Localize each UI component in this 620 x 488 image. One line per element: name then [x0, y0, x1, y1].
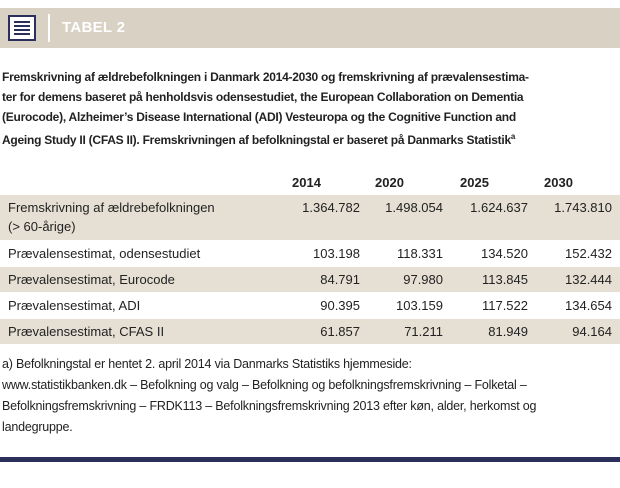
row-label: Prævalensestimat, Eurocode	[8, 270, 175, 289]
column-header: 2014	[292, 175, 321, 190]
caption-line: Ageing Study II (CFAS II). Fremskrivning…	[2, 132, 516, 147]
header-row: 2014 2020 2025 2030	[0, 170, 620, 195]
caption-line: Fremskrivning af ældrebefolkningen i Dan…	[2, 70, 529, 84]
table: 2014 2020 2025 2030 Fremskrivning af ældrebe…	[0, 170, 620, 345]
caption-line: ter for demens baseret på henholdsvis od…	[2, 90, 524, 104]
cell: 152.432	[565, 246, 612, 261]
header-bar: TABEL 2	[0, 8, 620, 48]
cell: 103.159	[396, 298, 443, 313]
cell: 103.198	[313, 246, 360, 261]
table-row: Prævalensestimat, ADI 90.395 103.159 117.52…	[0, 293, 620, 318]
table-row: Prævalensestimat, Eurocode 84.791 97.980 11…	[0, 267, 620, 292]
cell: 132.444	[565, 272, 612, 287]
cell: 1.743.810	[554, 200, 612, 215]
footnote-line: www.statistikbanken.dk – Befolkning og v…	[2, 378, 527, 392]
cell: 84.791	[320, 272, 360, 287]
table-title: TABEL 2	[62, 19, 126, 36]
column-header: 2025	[460, 175, 489, 190]
footnote-line: a) Befolkningstal er hentet 2. april 201…	[2, 357, 412, 371]
cell: 1.364.782	[302, 200, 360, 215]
bottom-rule	[0, 457, 620, 462]
cell: 71.211	[404, 324, 443, 339]
table-row: Fremskrivning af ældrebefolkningen (> 60-…	[0, 195, 620, 240]
footnote-line: Befolkningsfremskrivning – FRDK113 – Bef…	[2, 399, 537, 413]
row-label-line: (> 60-årige)	[8, 219, 76, 234]
cell: 94.164	[572, 324, 612, 339]
cell: 118.331	[396, 246, 443, 261]
cell: 81.949	[488, 324, 528, 339]
caption-line: (Eurocode), Alzheimer’s Disease Internat…	[2, 110, 516, 124]
note-mark: a	[510, 132, 516, 141]
table-row: Prævalensestimat, odensestudiet 103.198 11…	[0, 241, 620, 266]
separator	[48, 14, 50, 42]
row-label: Prævalensestimat, odensestudiet	[8, 244, 200, 263]
cell: 1.624.637	[470, 200, 528, 215]
cell: 134.520	[481, 246, 528, 261]
cell: 113.845	[481, 272, 528, 287]
row-label: Fremskrivning af ældrebefolkningen (> 60-…	[8, 198, 215, 236]
row-label-line: Prævalensestimat, ADI	[8, 298, 141, 313]
cell: 134.654	[565, 298, 612, 313]
row-label-line: Fremskrivning af ældrebefolkningen	[8, 200, 215, 215]
row-label-line: Prævalensestimat, odensestudiet	[8, 246, 201, 261]
row-label: Prævalensestimat, ADI	[8, 296, 140, 315]
table-icon	[8, 15, 36, 41]
column-header: 2030	[544, 175, 573, 190]
table-row: Prævalensestimat, CFAS II 61.857 71.211 81.…	[0, 319, 620, 344]
row-label-line: Prævalensestimat, Eurocode	[8, 272, 175, 287]
caption: Fremskrivning af ældrebefolkningen i Dan…	[2, 67, 618, 150]
row-label-line: Prævalensestimat, CFAS II	[8, 324, 165, 339]
cell: 90.395	[320, 298, 360, 313]
cell: 97.980	[403, 272, 443, 287]
cell: 61.857	[320, 324, 360, 339]
footnote-line: landegruppe.	[2, 420, 73, 434]
column-header: 2020	[375, 175, 404, 190]
row-label: Prævalensestimat, CFAS II	[8, 322, 164, 341]
cell: 1.498.054	[385, 200, 443, 215]
footnote: a) Befolkningstal er hentet 2. april 201…	[2, 354, 618, 438]
cell: 117.522	[481, 298, 528, 313]
